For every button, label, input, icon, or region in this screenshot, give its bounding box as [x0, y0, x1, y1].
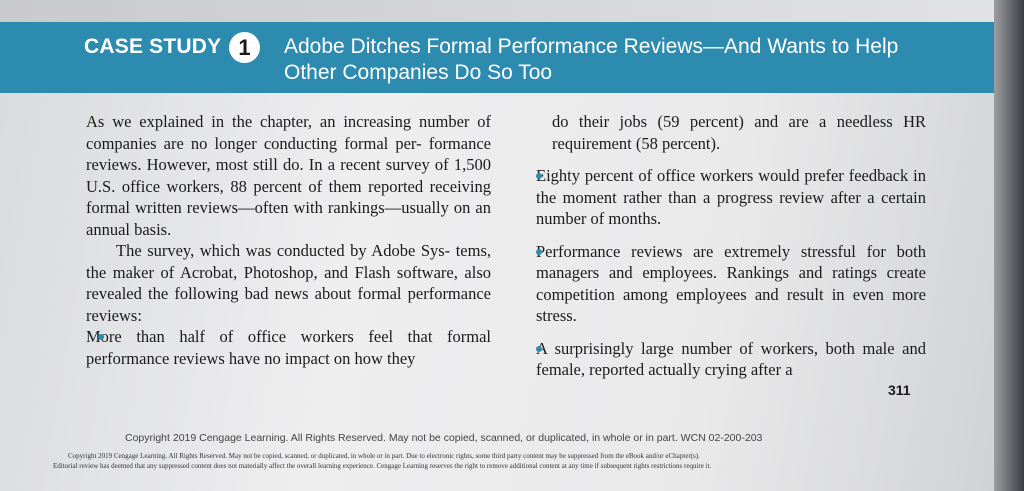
page-number: 311 — [888, 382, 911, 398]
copyright-notice-line-1: Copyright 2019 Cengage Learning. All Rig… — [68, 452, 700, 460]
list-item: More than half of office workers feel th… — [86, 326, 491, 369]
case-study-label: CASE STUDY — [84, 35, 222, 58]
title-line-2: Other Companies Do So Too — [284, 61, 553, 84]
bullet-dot-icon — [536, 248, 542, 255]
bullet-dot-icon — [98, 334, 104, 340]
intro-paragraph: As we explained in the chapter, an incre… — [86, 112, 491, 239]
copyright-footer: Copyright 2019 Cengage Learning. All Rig… — [125, 432, 763, 444]
list-item: A surprisingly large number of workers, … — [536, 338, 926, 381]
page-top-edge — [0, 0, 1024, 22]
title-line-1: Adobe Ditches Formal Performance Reviews… — [284, 35, 899, 58]
background-edge — [994, 0, 1024, 491]
bullet-continuation: do their jobs (59 percent) and are a nee… — [552, 112, 926, 153]
list-item: Performance reviews are extremely stress… — [536, 241, 926, 327]
bullet-dot-icon — [536, 173, 542, 179]
case-study-banner: CASE STUDY 1 Adobe Ditches Formal Perfor… — [0, 22, 1000, 93]
bullet-text: More than half of office workers feel th… — [86, 327, 491, 368]
bullet-text: Performance reviews are extremely stress… — [536, 241, 926, 326]
case-number-badge: 1 — [229, 32, 260, 63]
bullet-text: Eighty percent of office workers would p… — [536, 166, 926, 228]
right-column: do their jobs (59 percent) and are a nee… — [536, 111, 926, 381]
left-bullet-list: More than half of office workers feel th… — [86, 326, 491, 369]
bullet-text: A surprisingly large number of workers, … — [536, 338, 926, 380]
copyright-notice-line-2: Editorial review has deemed that any sup… — [53, 462, 712, 470]
right-bullet-list: Eighty percent of office workers would p… — [536, 165, 926, 381]
left-column: As we explained in the chapter, an incre… — [86, 111, 491, 369]
bullet-dot-icon — [536, 345, 542, 352]
survey-paragraph: The survey, which was conducted by Adobe… — [86, 241, 491, 325]
list-item: Eighty percent of office workers would p… — [536, 165, 926, 230]
case-study-title: Adobe Ditches Formal Performance Reviews… — [284, 34, 984, 86]
